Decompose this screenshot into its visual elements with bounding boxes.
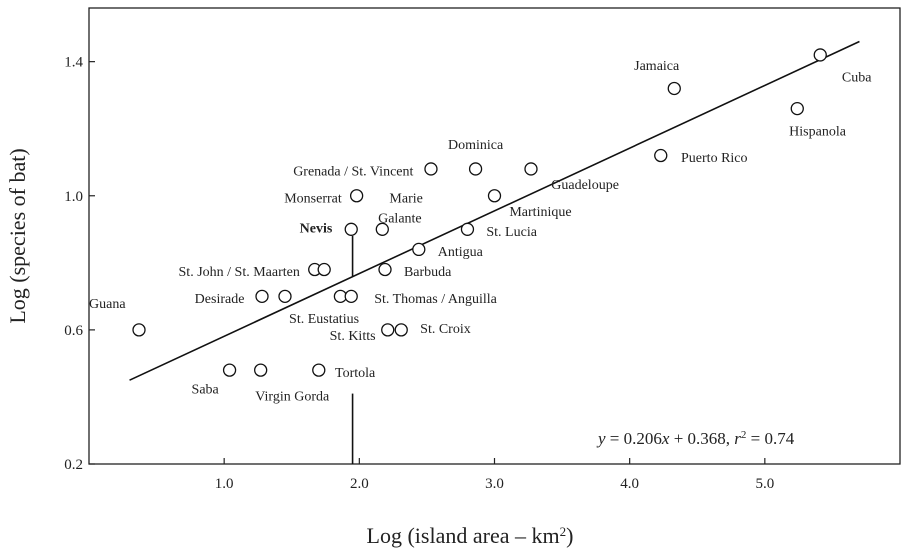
data-point (790, 101, 804, 116)
equation-r: r (734, 429, 741, 448)
point-label: St. Thomas / Anguilla (374, 292, 497, 307)
equation-r-sup: 2 (741, 429, 747, 441)
point-label: Saba (192, 383, 220, 398)
point-label: Barbuda (404, 265, 452, 280)
x-tick-label: 3.0 (485, 476, 504, 492)
x-axis-title-close: ) (566, 523, 573, 548)
point-label: Nevis (300, 222, 333, 237)
data-point (667, 81, 681, 96)
y-tick-label: 1.4 (64, 55, 83, 71)
point-label: Cuba (842, 71, 872, 86)
point-label: St. Croix (420, 322, 471, 337)
data-point (654, 148, 668, 163)
point-label: Grenada / St. Vincent (293, 165, 413, 180)
x-tick-label: 5.0 (755, 476, 774, 492)
point-label: Galante (378, 212, 422, 227)
point-label: Guana (89, 297, 126, 312)
data-point (394, 323, 408, 337)
equation-y: y (596, 429, 606, 448)
x-tick-label: 1.0 (215, 476, 234, 492)
data-point (375, 222, 389, 236)
point-label: Marie (389, 191, 422, 206)
x-axis-title-text: Log (island area – km (367, 523, 560, 548)
data-point (349, 189, 364, 203)
point-label: Guadeloupe (551, 178, 619, 193)
data-point (424, 162, 438, 176)
data-point (278, 289, 292, 304)
point-label: Antigua (438, 245, 484, 260)
data-point (222, 363, 237, 377)
data-point (487, 189, 502, 203)
point-label: Puerto Rico (681, 151, 748, 166)
data-point (381, 323, 395, 337)
y-tick-label: 1.0 (64, 189, 83, 205)
equation-part3: = 0.74 (746, 429, 794, 448)
data-point (132, 323, 146, 337)
data-point (524, 162, 538, 176)
point-label: St. Eustatius (289, 312, 359, 327)
point-label: Desirade (195, 292, 245, 307)
data-point (412, 242, 426, 257)
x-tick-label: 4.0 (620, 476, 639, 492)
point-label: Hispanola (789, 124, 847, 139)
point-label: Monserrat (284, 191, 342, 206)
data-points (132, 48, 827, 377)
point-label: St. John / St. Maarten (179, 265, 300, 280)
equation-x: x (661, 429, 670, 448)
y-axis-title: Log (species of bat) (5, 148, 30, 323)
data-point (312, 363, 326, 377)
x-tick-label: 2.0 (350, 476, 369, 492)
data-point (317, 262, 331, 277)
point-label: Jamaica (634, 59, 680, 74)
x-axis-title-sup: 2 (560, 524, 567, 539)
x-axis-title: Log (island area – km2) (367, 523, 574, 548)
point-label: Tortola (335, 366, 376, 381)
point-labels: Guana Saba Virgin Gorda Tortola Desirade St. … (89, 59, 872, 404)
data-point (378, 262, 392, 277)
axis-ticks: 1.0 2.0 3.0 4.0 5.0 0.2 0.6 1.0 1.4 (64, 55, 774, 492)
y-tick-label: 0.6 (64, 323, 83, 339)
data-point (468, 162, 483, 176)
point-label: Dominica (448, 138, 504, 153)
data-point (254, 363, 268, 377)
data-point (344, 289, 358, 304)
point-label: St. Kitts (330, 329, 376, 344)
y-tick-label: 0.2 (64, 457, 83, 473)
equation-part2: + 0.368, (669, 429, 734, 448)
data-point (460, 222, 475, 236)
regression-line-group (129, 40, 860, 464)
point-label: Virgin Gorda (255, 389, 330, 404)
equation-label: y = 0.206x + 0.368, r2 = 0.74 (596, 429, 795, 448)
equation-part1: = 0.206 (606, 429, 662, 448)
data-point (344, 222, 358, 236)
data-point (813, 48, 827, 62)
regression-line (129, 40, 860, 381)
point-label: St. Lucia (486, 225, 537, 240)
data-point (255, 289, 269, 304)
point-label: Martinique (509, 205, 571, 220)
